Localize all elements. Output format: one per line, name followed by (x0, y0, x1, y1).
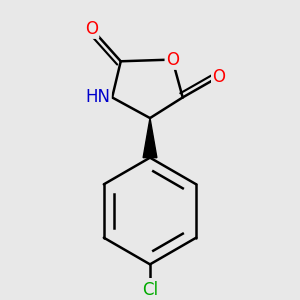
Polygon shape (143, 118, 157, 158)
Text: O: O (85, 20, 98, 38)
Text: HN: HN (85, 88, 110, 106)
Text: O: O (212, 68, 225, 86)
Text: O: O (166, 51, 179, 69)
Text: Cl: Cl (142, 281, 158, 299)
